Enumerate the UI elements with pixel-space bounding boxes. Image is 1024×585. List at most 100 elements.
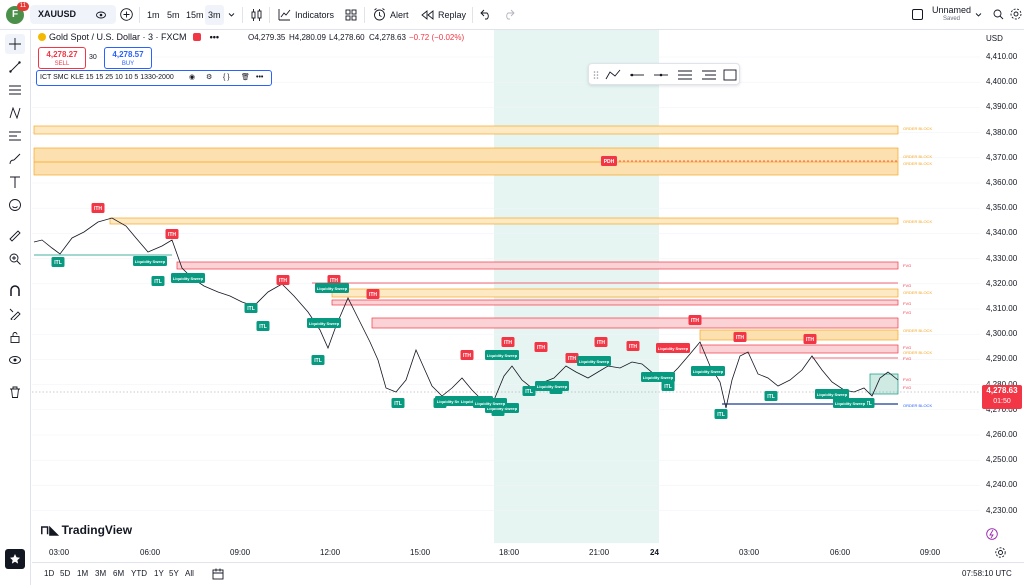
replay-button[interactable]: Replay [438, 10, 467, 20]
liquidity-sweep-marker[interactable]: Liquidity Sweep [641, 372, 675, 382]
itl-marker[interactable]: ITL [151, 276, 165, 286]
ith-marker[interactable]: ITH [276, 275, 290, 285]
range-5d[interactable]: 5D [60, 569, 71, 578]
liquidity-sweep-marker[interactable]: Liquidity Sweep [535, 381, 569, 391]
eye-icon[interactable]: ◉ [189, 74, 196, 81]
sell-button[interactable]: 4,278.27 SELL [38, 47, 86, 69]
ith-marker[interactable]: ITH [594, 337, 608, 347]
fib-icon[interactable] [5, 126, 25, 146]
range-5y[interactable]: 5Y [169, 569, 179, 578]
layout-checkbox[interactable] [912, 9, 923, 20]
liquidity-sweep-marker[interactable]: Liquidity Sweep [656, 343, 690, 353]
range-ytd[interactable]: YTD [131, 569, 147, 578]
interval-15m[interactable]: 15m [186, 10, 204, 20]
zoom-in-icon[interactable] [5, 249, 25, 269]
layout-name[interactable]: Unnamed [932, 5, 972, 15]
range-1m[interactable]: 1M [77, 569, 89, 578]
interval-1m[interactable]: 1m [147, 10, 160, 20]
visibility-icon[interactable] [5, 350, 25, 370]
range-1d[interactable]: 1D [44, 569, 55, 578]
range-6m[interactable]: 6M [113, 569, 125, 578]
ith-marker[interactable]: ITH [366, 289, 380, 299]
liquidity-sweep-marker[interactable]: Liquidity Sweep [171, 273, 205, 283]
trend-line-icon[interactable] [5, 57, 25, 77]
interval-5m[interactable]: 5m [167, 10, 180, 20]
liquidity-sweep-marker[interactable]: Liquidity Sweep [307, 318, 341, 328]
indicators-icon[interactable] [278, 8, 291, 21]
trash-icon[interactable]: 🗑 [241, 74, 250, 81]
itl-marker[interactable]: ITL [311, 355, 325, 365]
itl-marker[interactable]: ITL [714, 409, 728, 419]
ith-marker[interactable]: ITH [688, 315, 702, 325]
redo-icon[interactable] [503, 9, 515, 20]
parallel-channel-icon[interactable] [677, 69, 693, 81]
brush-icon[interactable] [5, 149, 25, 169]
ith-marker[interactable]: ITH [91, 203, 105, 213]
chevron-down-icon[interactable] [228, 12, 235, 18]
stay-in-drawing-mode-icon[interactable] [5, 304, 25, 324]
undo-icon[interactable] [480, 9, 492, 20]
ith-marker[interactable]: ITH [626, 341, 640, 351]
indicators-button[interactable]: Indicators [295, 10, 335, 20]
emoji-icon[interactable] [5, 195, 25, 215]
ith-marker[interactable]: ITH [565, 353, 579, 363]
settings-icon[interactable]: ⚙ [206, 74, 213, 81]
horizontal-lines-icon[interactable] [5, 80, 25, 100]
source-code-icon[interactable]: { } [223, 74, 230, 81]
range-3m[interactable]: 3M [95, 569, 107, 578]
crosshair-icon[interactable] [5, 34, 25, 54]
alert-icon[interactable] [373, 8, 386, 21]
settings-icon[interactable] [995, 547, 1006, 558]
drag-handle-icon[interactable] [593, 70, 599, 80]
itl-marker[interactable]: ITL [522, 386, 536, 396]
ray-icon[interactable] [629, 69, 645, 81]
liquidity-sweep-marker[interactable]: Liquidity Sweep [577, 356, 611, 366]
liquidity-sweep-marker[interactable]: Liquidity Sweep [485, 350, 519, 360]
alert-bell-icon[interactable] [986, 528, 998, 540]
range-all[interactable]: All [185, 569, 194, 578]
pdh-marker[interactable]: PDH [601, 156, 617, 166]
buy-button[interactable]: 4,278.57 BUY [104, 47, 152, 69]
liquidity-sweep-marker[interactable]: Liquidity Sweep [833, 398, 867, 408]
price-axis[interactable]: USD 4,410.00 4,400.00 4,390.00 4,380.00 4,37… [980, 30, 1024, 543]
more-icon[interactable]: ••• [256, 74, 264, 81]
eye-icon[interactable] [96, 10, 106, 20]
calendar-icon[interactable] [212, 568, 224, 580]
ith-marker[interactable]: ITH [327, 275, 341, 285]
utc-clock[interactable]: 07:58:10 UTC [962, 569, 1012, 578]
horizontal-ray-icon[interactable] [653, 69, 669, 81]
itl-marker[interactable]: ITL [764, 391, 778, 401]
chevron-down-icon[interactable] [975, 12, 982, 18]
magnet-icon[interactable] [5, 281, 25, 301]
text-tool-icon[interactable] [5, 172, 25, 192]
currency-label[interactable]: USD [986, 34, 1003, 43]
price-chart[interactable]: ORDER BLOCK ORDER BLOCK ORDER BLOCK ORDER B… [32, 30, 980, 543]
more-icon[interactable]: ••• [209, 32, 220, 42]
itl-marker[interactable]: ITL [244, 303, 258, 313]
liquidity-sweep-marker[interactable]: Liquidity Sweep [815, 389, 849, 399]
ith-marker[interactable]: ITH [165, 229, 179, 239]
range-1y[interactable]: 1Y [154, 569, 164, 578]
ith-marker[interactable]: ITH [803, 334, 817, 344]
interval-3m[interactable]: 3m [205, 5, 224, 25]
candles-icon[interactable] [250, 8, 263, 22]
ith-marker[interactable]: ITH [534, 342, 548, 352]
pattern-icon[interactable] [5, 103, 25, 123]
settings-icon[interactable] [1010, 8, 1022, 20]
indicator-legend[interactable]: ICT SMC KLE 15 15 25 10 10 5 1330-2000 ◉… [36, 70, 272, 86]
ruler-icon[interactable] [5, 226, 25, 246]
symbol-search[interactable]: XAUUSD [30, 5, 116, 24]
itl-marker[interactable]: ITL [256, 321, 270, 331]
polyline-icon[interactable] [605, 69, 621, 81]
disjoint-channel-icon[interactable] [701, 69, 717, 81]
ith-marker[interactable]: ITH [733, 332, 747, 342]
rectangle-icon[interactable] [723, 69, 737, 81]
liquidity-sweep-marker[interactable]: Liquidity Sweep [315, 283, 349, 293]
ith-marker[interactable]: ITH [501, 337, 515, 347]
add-symbol-icon[interactable] [120, 8, 133, 21]
lock-icon[interactable] [5, 327, 25, 347]
replay-icon[interactable] [421, 10, 434, 20]
liquidity-sweep-marker[interactable]: Liquidity Sweep [133, 256, 167, 266]
liquidity-sweep-marker[interactable]: Liquidity Sweep [691, 366, 725, 376]
object-tree-icon[interactable] [5, 549, 25, 569]
